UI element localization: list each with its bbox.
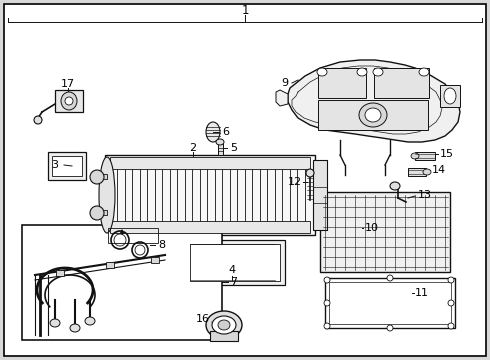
Bar (218, 143, 223, 155)
Text: 8: 8 (158, 240, 165, 250)
Bar (151, 257, 159, 263)
Ellipse shape (359, 103, 387, 127)
Ellipse shape (387, 325, 393, 331)
Ellipse shape (390, 182, 400, 190)
Bar (374, 68, 429, 98)
Polygon shape (288, 60, 460, 142)
Ellipse shape (212, 316, 236, 334)
Bar (190, 244, 280, 281)
Ellipse shape (34, 116, 42, 124)
Ellipse shape (61, 92, 77, 110)
Bar (210, 331, 238, 341)
Ellipse shape (448, 323, 454, 329)
Bar (106, 262, 114, 268)
Text: 16: 16 (196, 314, 210, 324)
Ellipse shape (324, 323, 330, 329)
Text: 13: 13 (418, 190, 432, 200)
Ellipse shape (216, 139, 224, 145)
Bar (318, 68, 366, 98)
Text: 10: 10 (365, 223, 379, 233)
Bar (313, 160, 327, 230)
Bar (408, 168, 426, 176)
Ellipse shape (419, 68, 429, 76)
Ellipse shape (324, 300, 330, 306)
Ellipse shape (373, 68, 383, 76)
Bar (325, 278, 455, 328)
Text: 11: 11 (415, 288, 429, 298)
Ellipse shape (317, 68, 327, 76)
Text: 17: 17 (61, 79, 75, 89)
Bar (440, 85, 460, 107)
Bar (329, 282, 451, 324)
Bar (415, 152, 435, 160)
Ellipse shape (65, 97, 73, 105)
Text: 12: 12 (288, 177, 302, 187)
Bar (108, 228, 158, 243)
Text: 1: 1 (241, 4, 249, 17)
Ellipse shape (423, 169, 431, 175)
Text: 15: 15 (440, 149, 454, 159)
Text: 9: 9 (281, 78, 289, 88)
Bar (185, 240, 285, 285)
Ellipse shape (387, 275, 393, 281)
Ellipse shape (444, 88, 456, 104)
Ellipse shape (85, 317, 95, 325)
Bar (93, 210, 107, 215)
Bar (320, 192, 450, 272)
Bar (105, 155, 315, 235)
Polygon shape (276, 90, 288, 106)
Bar (48, 152, 86, 180)
Bar (52, 156, 82, 176)
Bar (110, 157, 310, 169)
Ellipse shape (448, 277, 454, 283)
Text: 4: 4 (228, 265, 236, 275)
Bar (318, 100, 428, 130)
Bar (110, 221, 310, 233)
Bar (56, 270, 64, 276)
Ellipse shape (50, 319, 60, 327)
Bar (93, 174, 107, 179)
Bar (55, 90, 83, 112)
Ellipse shape (90, 170, 104, 184)
Ellipse shape (218, 320, 230, 330)
Ellipse shape (324, 277, 330, 283)
Ellipse shape (206, 122, 220, 142)
Text: 5: 5 (230, 143, 237, 153)
Ellipse shape (99, 157, 115, 233)
Ellipse shape (70, 324, 80, 332)
Ellipse shape (306, 169, 314, 177)
Text: 14: 14 (432, 165, 446, 175)
Bar (22, 225, 222, 340)
Ellipse shape (357, 68, 367, 76)
Text: 7: 7 (230, 277, 237, 287)
Ellipse shape (90, 206, 104, 220)
Text: 6: 6 (222, 127, 229, 137)
Ellipse shape (411, 153, 419, 159)
Ellipse shape (448, 300, 454, 306)
Text: 3: 3 (51, 160, 58, 170)
Ellipse shape (206, 311, 242, 339)
Ellipse shape (365, 108, 381, 122)
Text: 2: 2 (190, 143, 196, 153)
